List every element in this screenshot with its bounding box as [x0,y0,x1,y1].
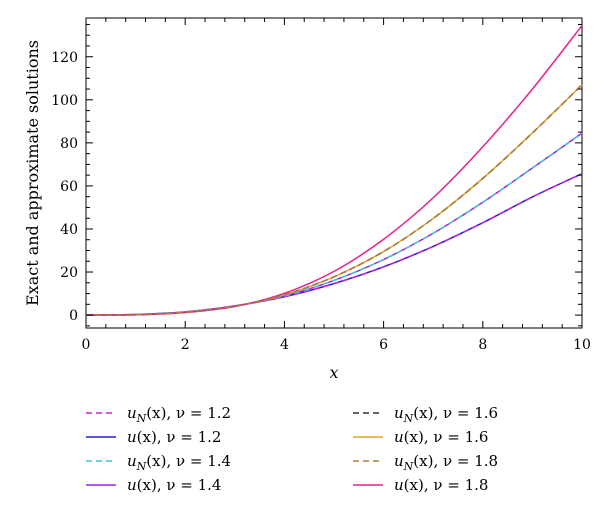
legend-item: uN(x), ν = 1.2 [86,404,231,425]
series-line-0 [85,172,583,316]
y-tick-label: 0 [69,308,78,324]
x-tick-label: 6 [379,337,388,353]
legend-label-subscript: N [136,460,147,473]
legend-label-rest: (x), ν = 1.6 [413,404,498,422]
y-tick-label: 80 [60,136,78,152]
plot-frame [85,17,583,329]
y-tick-label: 40 [60,222,78,238]
legend-item: u(x), ν = 1.4 [86,476,221,494]
legend-label-rest: (x), ν = 1.6 [404,428,489,446]
series-lines [85,25,583,316]
legend-label-main: u [127,404,137,422]
legend-label: uN(x), ν = 1.6 [394,404,498,425]
legend-item: u(x), ν = 1.2 [86,428,221,446]
legend-item: u(x), ν = 1.6 [353,428,488,446]
legend-label-main: u [394,476,404,494]
y-tick-label: 100 [51,93,78,109]
legend: uN(x), ν = 1.2u(x), ν = 1.2uN(x), ν = 1.… [86,404,498,494]
legend-label-main: u [394,428,404,446]
legend-label: u(x), ν = 1.8 [394,476,488,494]
legend-item: uN(x), ν = 1.6 [353,404,498,425]
y-tick-label: 60 [60,179,78,195]
legend-label-rest: (x), ν = 1.8 [404,476,489,494]
y-tick-label: 20 [60,265,78,281]
legend-label-main: u [394,404,404,422]
series-line-7 [85,25,583,316]
series-line-2 [85,132,583,316]
x-tick-label: 10 [573,337,591,353]
x-tick-label: 0 [82,337,91,353]
legend-label-rest: (x), ν = 1.2 [146,404,231,422]
y-tick-label: 120 [51,50,78,66]
series-line-6 [85,84,583,316]
x-axis-label: x [329,363,338,382]
legend-item: u(x), ν = 1.8 [353,476,488,494]
legend-label-main: u [127,428,137,446]
legend-label: uN(x), ν = 1.2 [127,404,231,425]
legend-label: u(x), ν = 1.6 [394,428,488,446]
x-tick-label: 8 [478,337,487,353]
y-axis-label: Exact and approximate solutions [23,40,42,306]
legend-label-rest: (x), ν = 1.4 [137,476,222,494]
series-line-1 [85,172,583,316]
series-line-3 [85,132,583,316]
legend-label: uN(x), ν = 1.4 [127,452,231,473]
plot-border [85,17,583,329]
x-tick-label: 4 [280,337,289,353]
legend-label-subscript: N [403,460,414,473]
legend-label-rest: (x), ν = 1.2 [137,428,222,446]
legend-item: uN(x), ν = 1.4 [86,452,231,473]
x-tick-label: 2 [181,337,190,353]
legend-label-main: u [127,476,137,494]
legend-label-subscript: N [403,412,414,425]
legend-label: u(x), ν = 1.2 [127,428,221,446]
legend-label-main: u [394,452,404,470]
legend-label-subscript: N [136,412,147,425]
legend-item: uN(x), ν = 1.8 [353,452,498,473]
legend-label-main: u [127,452,137,470]
legend-label-rest: (x), ν = 1.4 [146,452,231,470]
legend-label: u(x), ν = 1.4 [127,476,221,494]
legend-label: uN(x), ν = 1.8 [394,452,498,473]
legend-label-rest: (x), ν = 1.8 [413,452,498,470]
